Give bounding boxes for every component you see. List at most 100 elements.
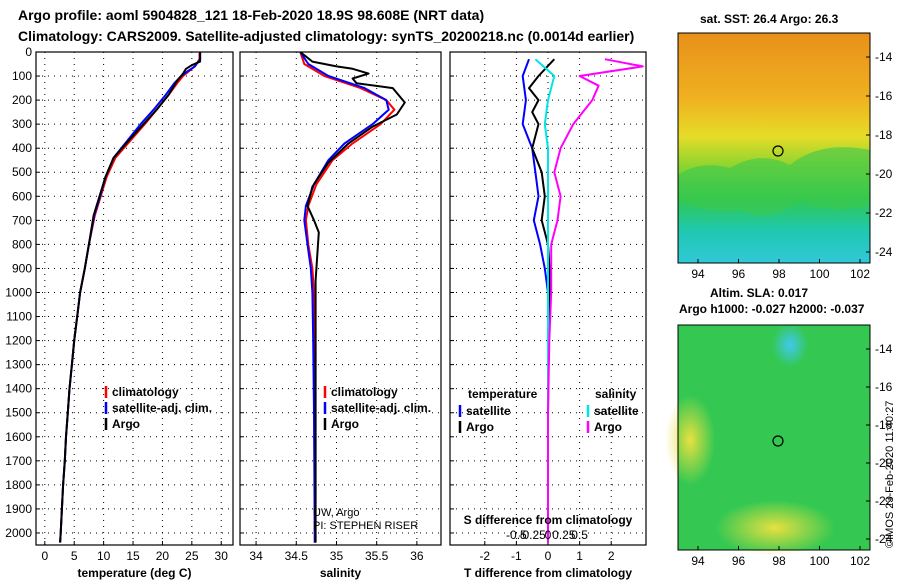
map-x-tick-label: 98 [772, 554, 786, 568]
map-y-tick-label: -16 [875, 380, 893, 394]
legend-label: satellite-adj. clim. [112, 401, 212, 415]
x-tick-label: 10 [97, 549, 111, 563]
x-axis-label: salinity [320, 566, 362, 580]
profile-panel-2: 34 34.5 35 35.5 36 salinity climatology satelli… [239, 51, 442, 580]
x-tick-label: 30 [215, 549, 229, 563]
y-tick-label: 500 [12, 165, 32, 179]
legend-title-salinity: salinity [595, 387, 637, 401]
header-line2: Climatology: CARS2009. Satellite-adjuste… [18, 28, 634, 44]
sst-axes: -14 -16 -18 -20 -22 -24 94 96 98 100 102 [691, 50, 892, 281]
x-tick-label: 36 [410, 549, 424, 563]
map-y-tick-label: -24 [875, 532, 893, 546]
x-tick-label: 35 [330, 549, 344, 563]
legend-label: Argo [112, 417, 140, 431]
y-tick-label: 0 [25, 45, 32, 59]
y-tick-label: 400 [12, 141, 32, 155]
map-y-tick-label: -14 [875, 50, 893, 64]
s-tick-label: -0.5 [506, 528, 527, 542]
map-x-tick-label: 100 [809, 554, 829, 568]
x-tick-label: -2 [479, 549, 490, 563]
series-line-satellite-adj-clim- [59, 52, 202, 543]
y-tick-label: 300 [12, 117, 32, 131]
y-tick-label: 1700 [5, 454, 32, 468]
y-tick-label: 1600 [5, 430, 32, 444]
header-line1: Argo profile: aoml 5904828_121 18-Feb-20… [18, 7, 484, 23]
legend-label: satellite-adj. clim. [331, 401, 431, 415]
credit-text: ©IMOS 23-Feb-2020 11:40:27 [884, 401, 896, 548]
sla-argo-marker [772, 435, 784, 447]
s-tick-label: 0.5 [571, 528, 588, 542]
map-x-tick-label: 94 [691, 554, 705, 568]
x-tick-label: 25 [185, 549, 199, 563]
x-tick-label: 5 [71, 549, 78, 563]
y-tick-label: 1400 [5, 382, 32, 396]
x-tick-label: 1 [576, 549, 583, 563]
map-y-tick-label: -22 [875, 494, 893, 508]
legend-label: satellite [594, 404, 639, 418]
series-line-argo [547, 58, 644, 543]
y-tick-label: 700 [12, 213, 32, 227]
legend-label: satellite [466, 404, 511, 418]
sla-low-north [772, 323, 808, 367]
legend-title-temperature: temperature [468, 387, 538, 401]
y-tick-label: 100 [12, 69, 32, 83]
x-tick-label: 0 [545, 549, 552, 563]
y-tick-label: 600 [12, 189, 32, 203]
map-y-tick-label: -14 [875, 342, 893, 356]
map-y-tick-label: -20 [875, 167, 893, 181]
x-axis-label: temperature (deg C) [77, 566, 191, 580]
series-line-satellite [534, 58, 556, 543]
sla-frame [677, 324, 871, 551]
map-y-tick-label: -16 [875, 89, 893, 103]
sla-value: Altim. SLA: 0.017 [710, 286, 808, 300]
sst-argo-marker [772, 145, 784, 157]
y-tick-label: 900 [12, 261, 32, 275]
pi-annotation: UW, Argo [313, 507, 359, 519]
y-tick-label: 1800 [5, 478, 32, 492]
grid [240, 51, 441, 545]
map-x-tick-label: 98 [772, 267, 786, 281]
legend-label: climatology [112, 385, 179, 399]
sla-map: Argo h1000: -0.027 h2000: -0.037 -14 -16 -… [665, 302, 893, 568]
map-y-tick-label: -24 [875, 245, 893, 259]
s-tick-label: 0.25 [552, 528, 576, 542]
legend-label: Argo [331, 417, 359, 431]
x-tick-label: 34 [249, 549, 263, 563]
y-tick-label: 200 [12, 93, 32, 107]
legend-label: climatology [331, 385, 398, 399]
grid [36, 51, 233, 545]
map-y-tick-label: -22 [875, 206, 893, 220]
legend-label: Argo [466, 420, 494, 434]
x-axis-label: T difference from climatology [464, 566, 632, 580]
x-tick-label: 35.5 [365, 549, 389, 563]
sst-front [678, 147, 870, 216]
y-tick-label: 1300 [5, 358, 32, 372]
y-tick-label: 2000 [5, 526, 32, 540]
map-x-tick-label: 94 [691, 267, 705, 281]
profile-panel-1: 0100200300400500600700800900100011001200… [5, 45, 234, 580]
series-line-climatology [59, 52, 201, 543]
profile-panel-3: -2 -1 0 1 2 T difference from climatology temp… [449, 51, 647, 580]
secondary-axis-label: S difference from climatology [464, 513, 633, 527]
sla-map-title: Argo h1000: -0.027 h2000: -0.037 [679, 302, 865, 316]
map-x-tick-label: 100 [809, 267, 829, 281]
map-x-tick-label: 96 [732, 267, 746, 281]
y-tick-label: 800 [12, 237, 32, 251]
sla-axes: -14 -16 -18 -20 -22 -24 94 96 98 100 102 [691, 342, 892, 568]
series-line-climatology [299, 51, 396, 543]
series-line-argo [59, 52, 202, 543]
pi-annotation: PI: STEPHEN RISER [313, 520, 418, 532]
legend-label: Argo [594, 420, 622, 434]
sst-map: sat. SST: 26.4 Argo: 26.3 -14 -16 -18 -20 -2… [677, 12, 893, 300]
y-tick-label: 1100 [6, 310, 32, 324]
profile-panels: 0100200300400500600700800900100011001200… [5, 45, 647, 580]
map-x-tick-label: 102 [850, 267, 870, 281]
map-x-tick-label: 102 [850, 554, 870, 568]
y-tick-label: 1200 [5, 334, 32, 348]
panel-frame [35, 51, 234, 546]
sst-map-title: sat. SST: 26.4 Argo: 26.3 [700, 12, 839, 26]
map-y-tick-label: -18 [875, 418, 893, 432]
x-tick-label: 0 [41, 549, 48, 563]
sla-high-south [715, 500, 835, 556]
